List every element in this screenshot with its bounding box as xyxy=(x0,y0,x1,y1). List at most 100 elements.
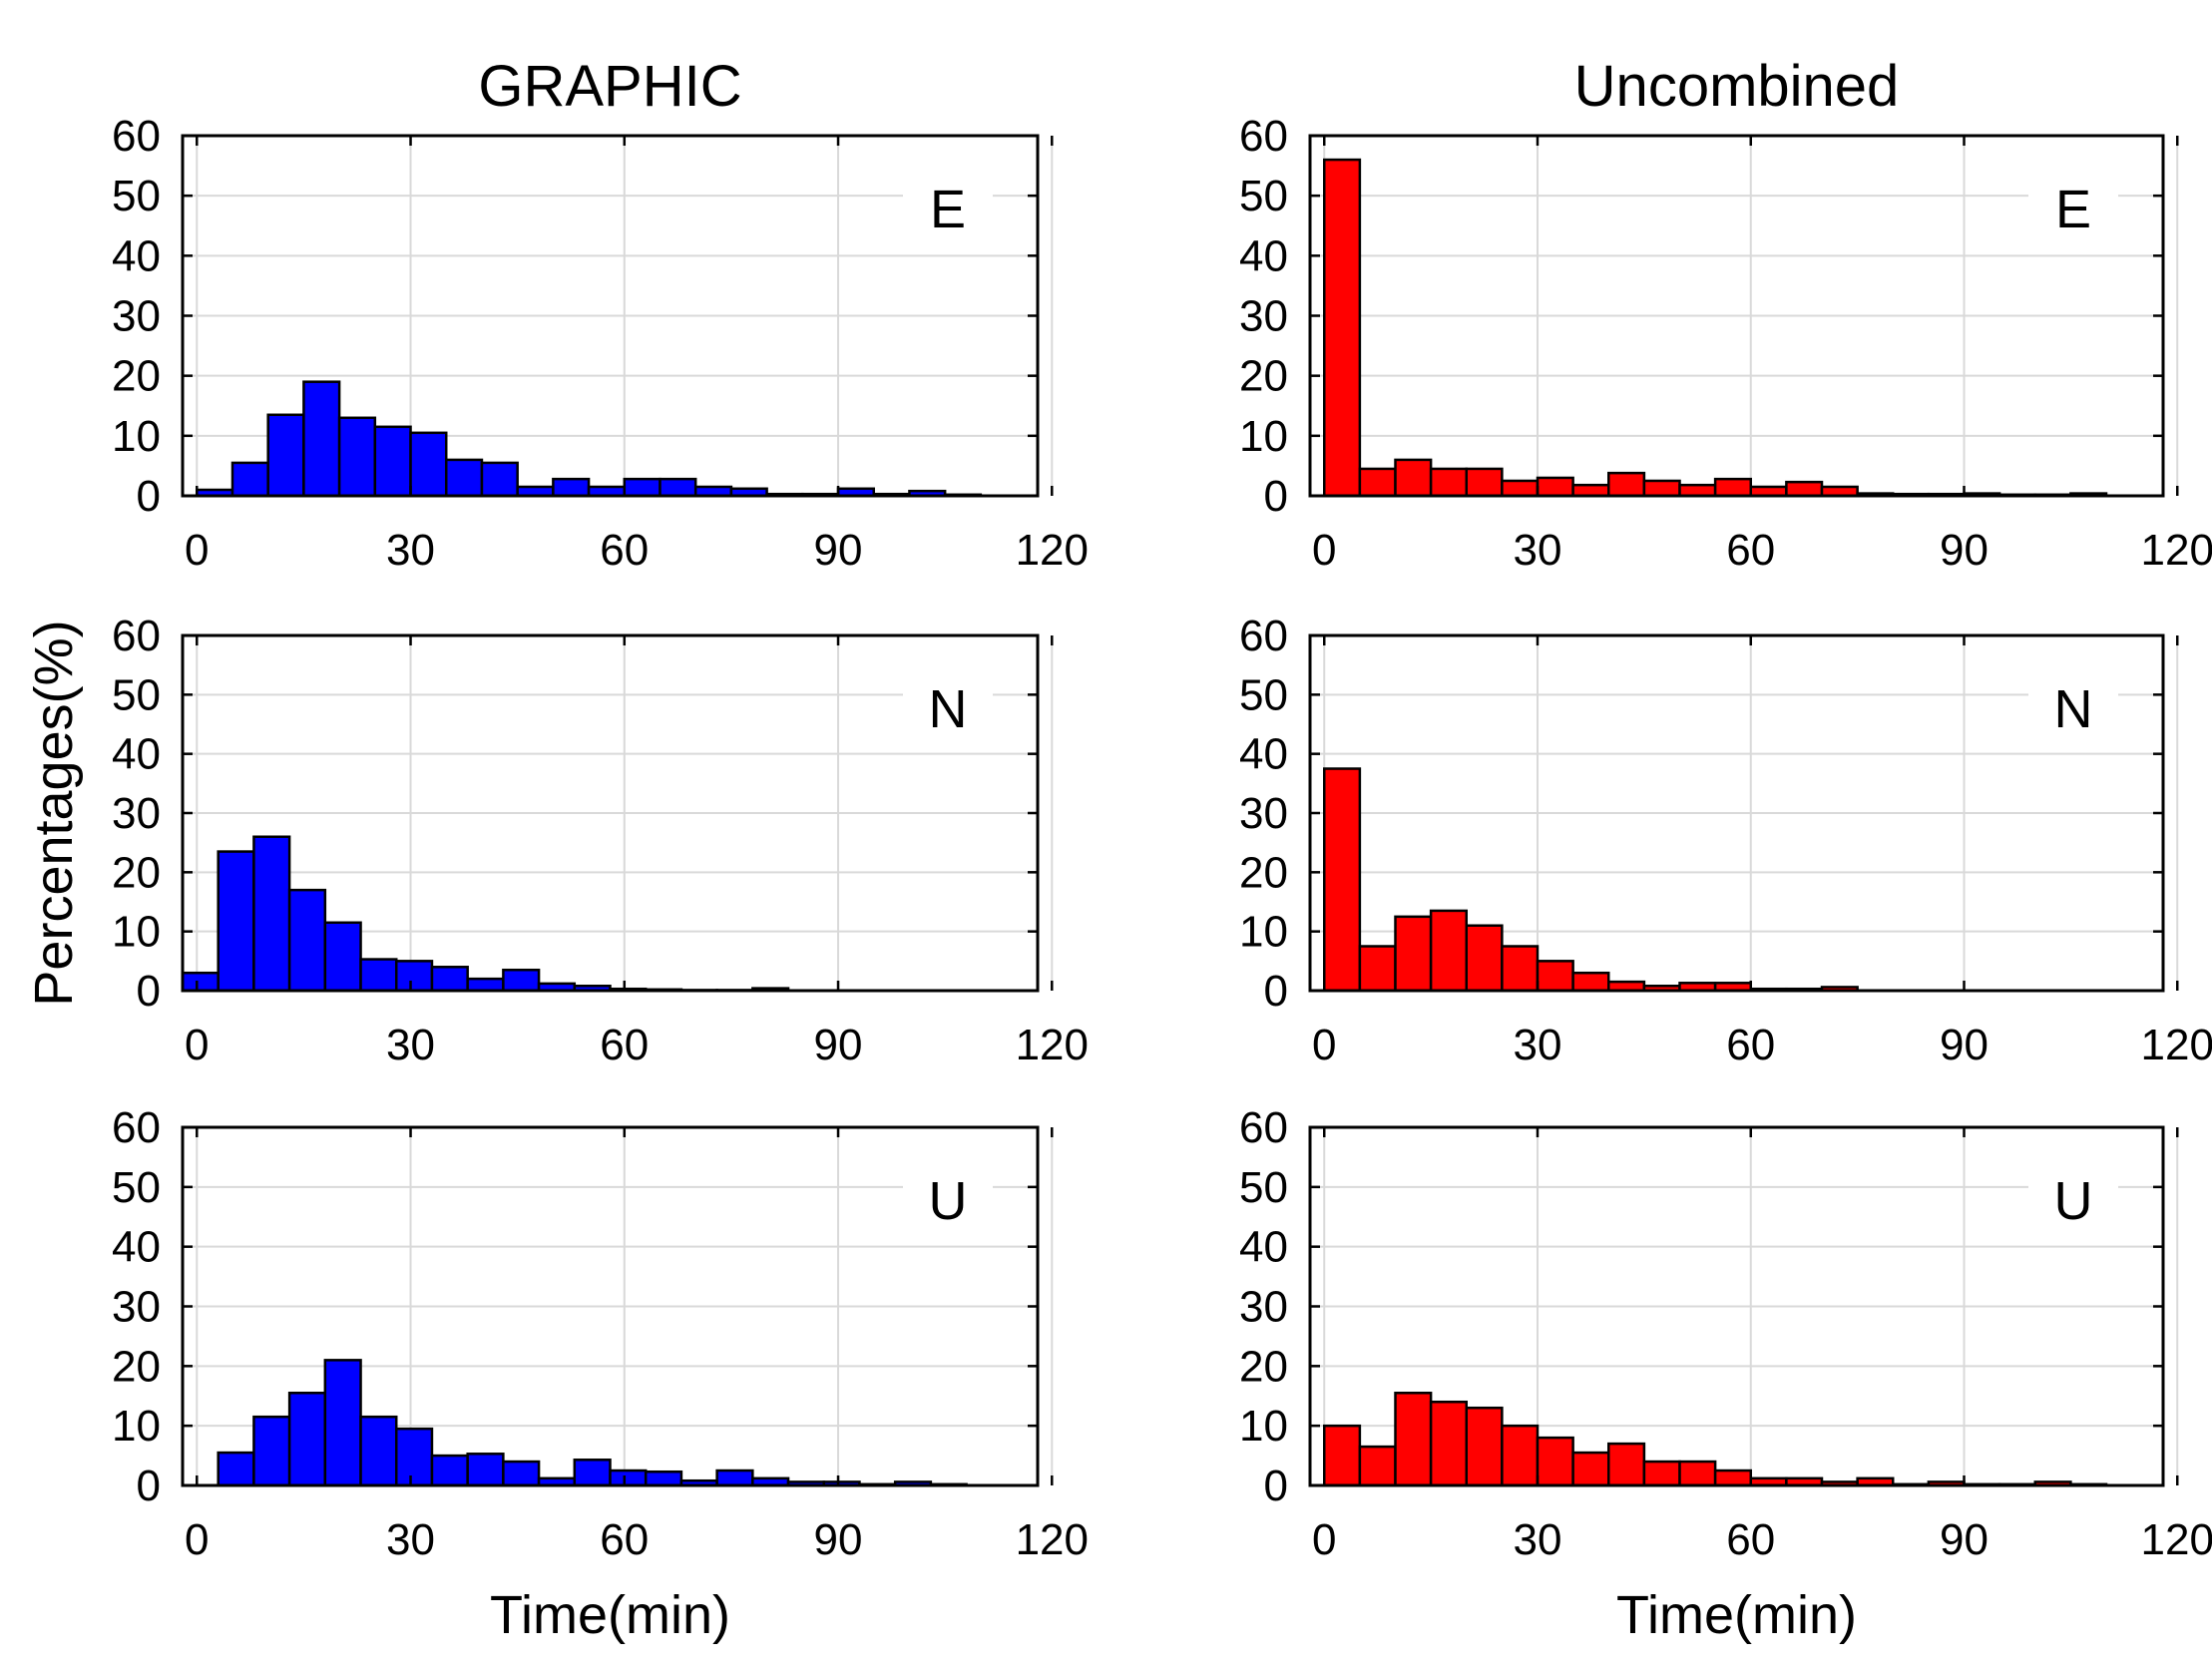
x-tick-label: 90 xyxy=(1940,526,1989,575)
panel-label: U xyxy=(929,1171,968,1231)
x-tick-label: 0 xyxy=(1312,1021,1336,1069)
histogram-bar xyxy=(715,1468,754,1487)
y-tick-label: 40 xyxy=(1239,1223,1288,1272)
histogram-bar xyxy=(1394,458,1433,498)
y-tick-label: 50 xyxy=(1239,670,1288,719)
x-tick-label: 60 xyxy=(600,1021,649,1069)
histogram-bar xyxy=(502,968,541,993)
y-tick-label: 10 xyxy=(112,908,161,957)
y-tick-label: 10 xyxy=(1239,412,1288,461)
histogram-bar xyxy=(466,977,505,993)
x-tick-label: 120 xyxy=(1016,1515,1089,1564)
y-tick-label: 60 xyxy=(112,1103,161,1152)
histogram-bar xyxy=(1642,479,1681,498)
histogram-bar xyxy=(252,835,291,993)
y-tick-label: 0 xyxy=(137,967,161,1016)
histogram-bar xyxy=(644,1469,683,1487)
histogram-bar xyxy=(1571,1451,1610,1487)
histogram-bar xyxy=(1429,467,1468,498)
panel-graphic-u: 0 30 60 90 120 0 10 20 30 40 50 60 U Time(min) xyxy=(112,1103,1089,1645)
histogram-bar xyxy=(359,958,398,993)
x-tick-label: 60 xyxy=(1726,1515,1775,1564)
y-tick-label: 40 xyxy=(1239,730,1288,779)
x-tick-label: 60 xyxy=(600,526,649,575)
y-tick-label: 20 xyxy=(1239,848,1288,897)
x-tick-label: 0 xyxy=(1312,526,1336,575)
y-tick-label: 60 xyxy=(112,612,161,660)
panel-label-background xyxy=(2028,170,2118,245)
x-tick-label: 90 xyxy=(1940,1515,1989,1564)
histogram-bar xyxy=(1501,479,1540,498)
x-tick-label: 120 xyxy=(1016,1021,1089,1069)
histogram-bar xyxy=(395,960,434,993)
y-tick-label: 0 xyxy=(1264,1462,1288,1510)
histogram-bar xyxy=(323,921,362,993)
y-tick-label: 40 xyxy=(1239,231,1288,280)
x-tick-label: 60 xyxy=(1726,526,1775,575)
x-tick-label: 90 xyxy=(814,526,863,575)
x-tick-label: 30 xyxy=(1514,1515,1562,1564)
x-tick-label: 90 xyxy=(814,1021,863,1069)
y-tick-label: 0 xyxy=(137,1462,161,1510)
histogram-bar xyxy=(1607,471,1646,498)
histogram-bar xyxy=(1501,945,1540,993)
histogram-bar xyxy=(1358,467,1397,498)
histogram-bar xyxy=(1536,476,1574,498)
histogram-bar xyxy=(181,971,220,993)
histogram-bar xyxy=(373,425,412,498)
panel-uncombined-u: 0 30 60 90 120 0 10 20 30 40 50 60 U Time(min) xyxy=(1239,1103,2212,1645)
panel-label: U xyxy=(2054,1171,2093,1231)
histogram-bar xyxy=(1394,915,1433,993)
histogram-bar xyxy=(1607,1442,1646,1487)
histogram-bar xyxy=(1713,1468,1752,1487)
histogram-bar xyxy=(302,380,341,498)
histogram-bar xyxy=(659,477,697,498)
panel-uncombined-e: 0 30 60 90 120 0 10 20 30 40 50 60 E Uncombined xyxy=(1239,54,2212,575)
column-title: GRAPHIC xyxy=(478,54,741,119)
x-tick-label: 30 xyxy=(1514,526,1562,575)
histogram-bar xyxy=(466,1453,505,1487)
histogram-bar xyxy=(1713,477,1752,498)
y-tick-label: 20 xyxy=(1239,352,1288,401)
y-tick-label: 0 xyxy=(137,472,161,521)
histogram-bar xyxy=(1501,1424,1540,1487)
panel-label: N xyxy=(2054,679,2093,739)
y-tick-label: 50 xyxy=(1239,172,1288,220)
y-tick-label: 30 xyxy=(112,789,161,838)
histogram-bar xyxy=(1465,924,1504,993)
histogram-bar xyxy=(573,1459,612,1487)
histogram-bar xyxy=(1323,1424,1362,1487)
histogram-bar xyxy=(1358,1445,1397,1487)
histogram-bar xyxy=(409,431,448,498)
y-tick-label: 20 xyxy=(112,352,161,401)
x-tick-label: 0 xyxy=(185,526,209,575)
histogram-bar xyxy=(430,966,469,993)
x-tick-label: 120 xyxy=(1016,526,1089,575)
panel-label-background xyxy=(2028,1161,2118,1237)
x-tick-label: 0 xyxy=(185,1021,209,1069)
y-tick-label: 30 xyxy=(1239,789,1288,838)
histogram-bar xyxy=(1465,467,1504,498)
y-tick-label: 10 xyxy=(1239,1402,1288,1451)
panel-label: N xyxy=(929,679,968,739)
histogram-bar xyxy=(266,413,305,498)
histogram-bar xyxy=(1785,480,1824,498)
histogram-bar xyxy=(444,458,484,498)
histogram-bar xyxy=(1465,1406,1504,1487)
histogram-bar xyxy=(1429,909,1468,993)
x-tick-label: 0 xyxy=(185,1515,209,1564)
histogram-bar xyxy=(1678,1460,1717,1487)
panel-label-background xyxy=(903,170,993,245)
histogram-bar xyxy=(1394,1392,1433,1487)
y-tick-label: 20 xyxy=(112,848,161,897)
histogram-bar xyxy=(217,1451,255,1487)
histogram-bar xyxy=(337,416,377,498)
y-tick-label: 40 xyxy=(112,231,161,280)
histogram-bar xyxy=(217,850,255,993)
histogram-bar xyxy=(480,461,519,498)
histogram-bar xyxy=(1536,1436,1574,1487)
histogram-bar xyxy=(1323,767,1362,993)
y-tick-label: 50 xyxy=(112,670,161,719)
